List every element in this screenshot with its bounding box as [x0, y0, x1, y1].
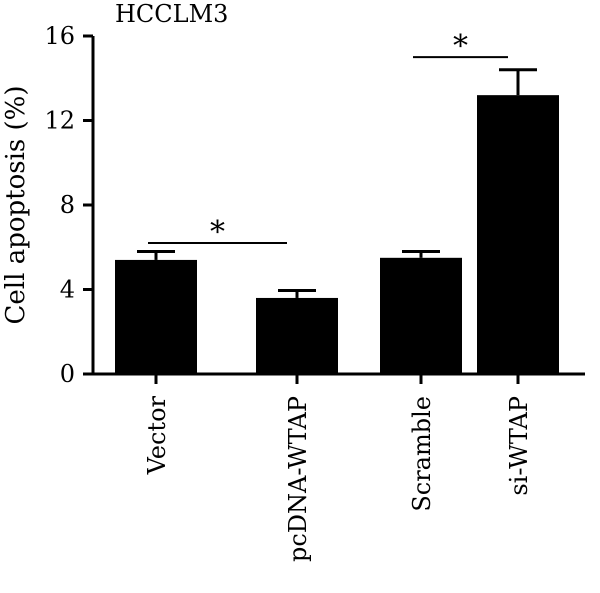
- y-tick-label: 0: [60, 360, 75, 388]
- significance-star: *: [210, 215, 225, 250]
- y-tick-label: 12: [44, 107, 75, 135]
- category-label: Scramble: [408, 396, 436, 512]
- y-tick-label: 16: [44, 22, 75, 50]
- bar: [477, 95, 559, 375]
- bar: [380, 257, 462, 374]
- significance-star: *: [453, 29, 468, 64]
- y-tick-label: 8: [60, 191, 75, 219]
- chart-title: HCCLM3: [115, 0, 228, 28]
- plot-area: 0 4 8 12 16 Vector pcDNA-WTAP Scramble si-WTAP * *: [44, 22, 585, 562]
- bar: [115, 259, 197, 374]
- category-label: pcDNA-WTAP: [284, 396, 312, 562]
- bar: [256, 297, 338, 374]
- y-axis-title: Cell apoptosis (%): [1, 86, 31, 325]
- category-label: si-WTAP: [505, 396, 533, 496]
- y-tick-label: 4: [60, 276, 75, 304]
- category-label: Vector: [143, 395, 171, 475]
